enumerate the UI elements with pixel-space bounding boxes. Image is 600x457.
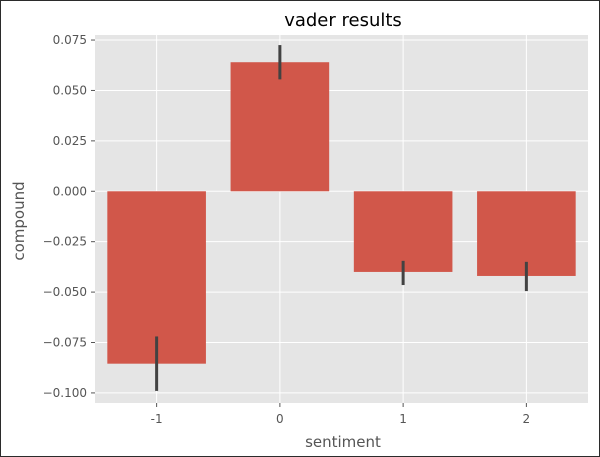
x-tick-labels: -1 0 1 2 — [151, 403, 531, 426]
y-tick-label: −0.050 — [43, 285, 87, 299]
chart-title: vader results — [284, 10, 402, 31]
x-tick-label: 0 — [276, 412, 284, 426]
x-tick-label: -1 — [151, 412, 163, 426]
y-tick-label: 0.000 — [53, 184, 87, 198]
y-tick-label: −0.075 — [43, 336, 87, 350]
y-tick-label: 0.025 — [53, 134, 87, 148]
y-tick-label: −0.025 — [43, 235, 87, 249]
bar--1 — [107, 191, 206, 364]
x-tick-label: 2 — [523, 412, 531, 426]
x-tick-label: 1 — [399, 412, 407, 426]
y-tick-label: 0.050 — [53, 83, 87, 97]
bars — [107, 62, 576, 364]
y-tick-label: −0.100 — [43, 386, 87, 400]
error-bars — [155, 45, 528, 391]
x-axis-label: sentiment — [305, 433, 381, 451]
y-axis-label: compound — [10, 181, 28, 260]
y-tick-labels: −0.100 −0.075 −0.050 −0.025 0.000 0.025 0.050 0… — [43, 33, 95, 400]
y-tick-label: 0.075 — [53, 33, 87, 47]
bar-0 — [230, 62, 330, 192]
bar-1 — [353, 191, 453, 272]
